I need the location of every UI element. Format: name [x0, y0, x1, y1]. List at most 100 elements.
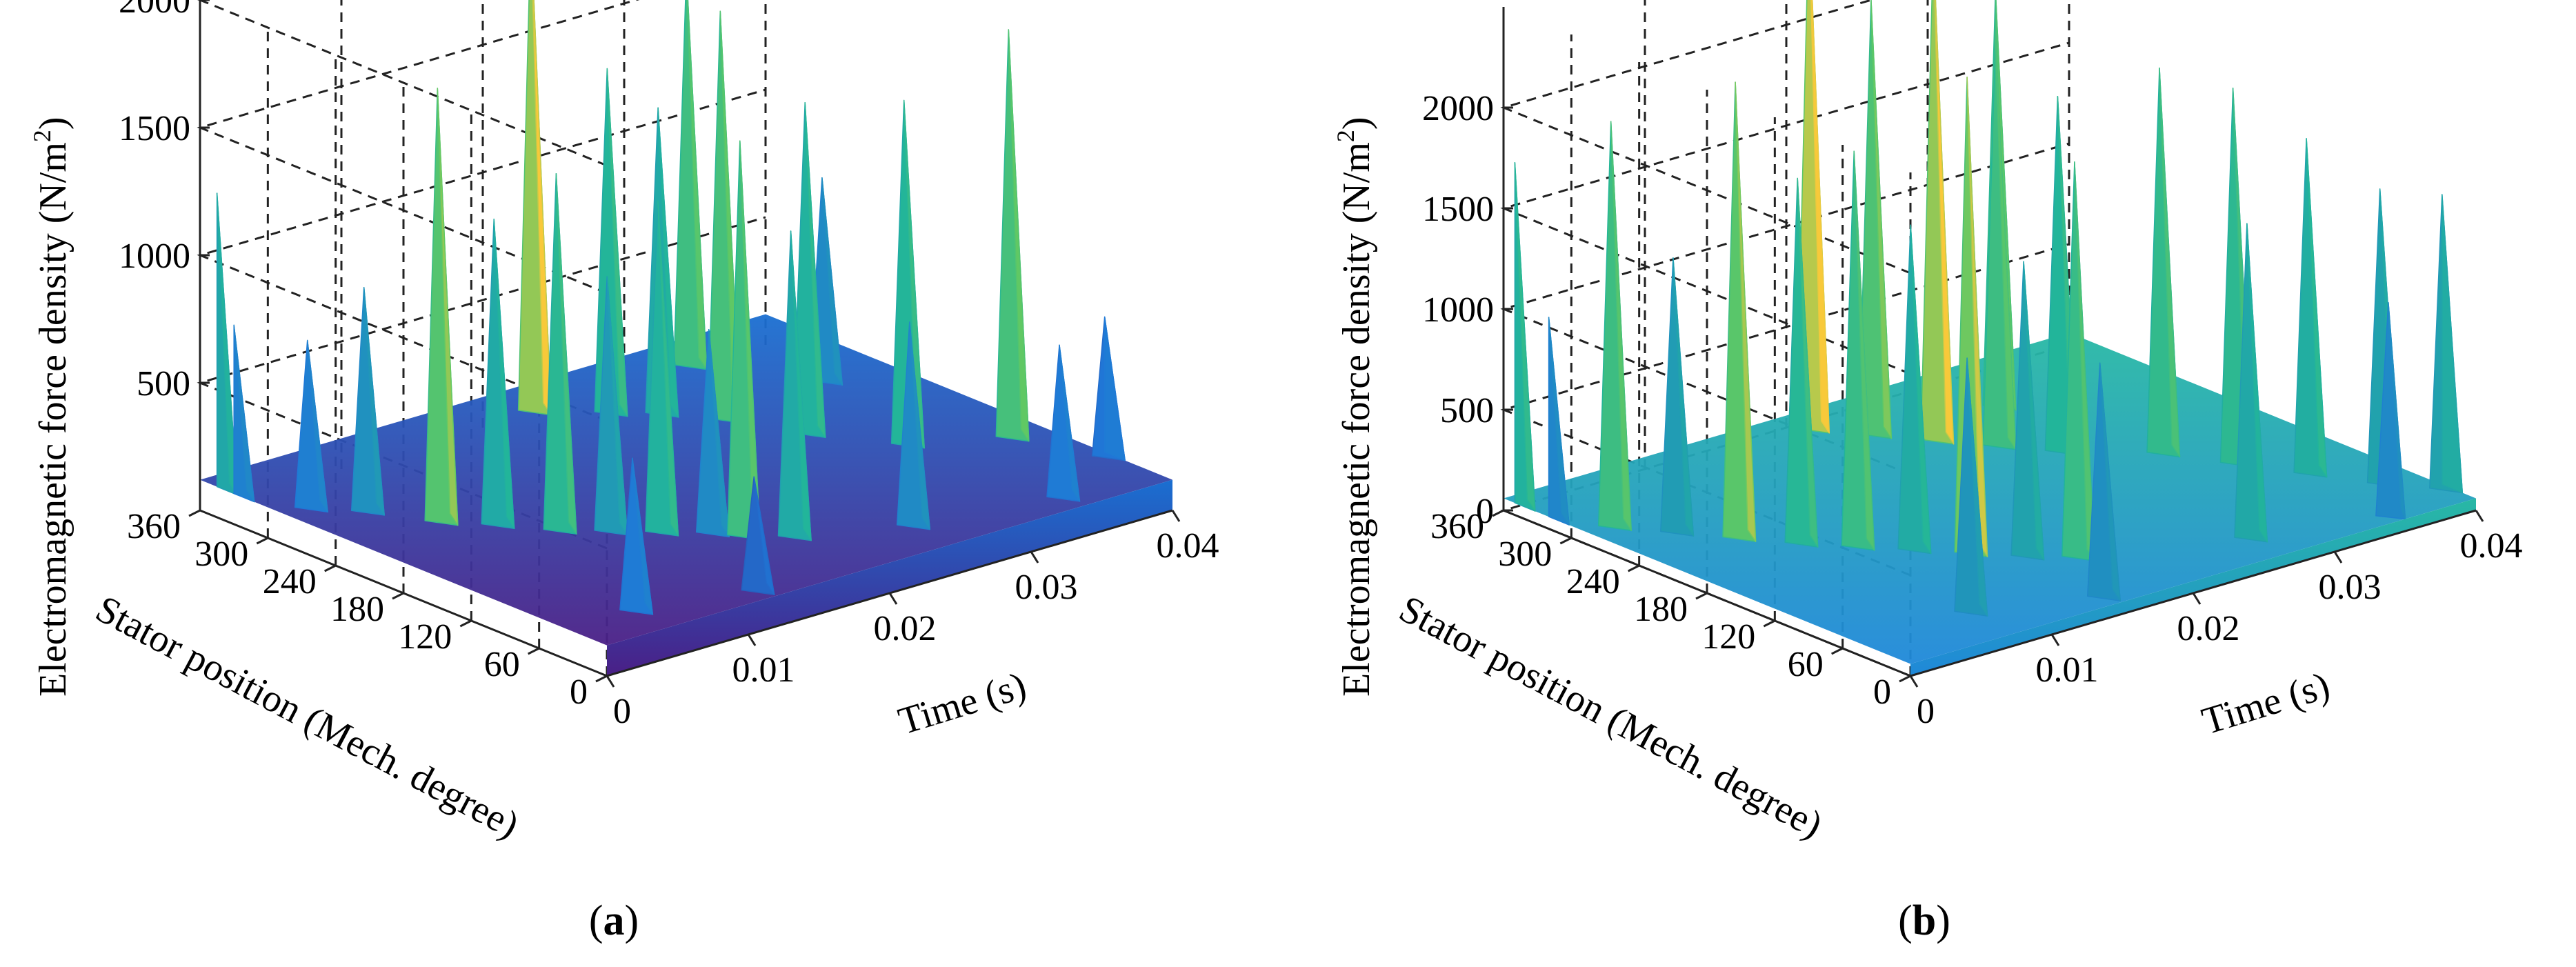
z-tick-label: 2000: [1422, 89, 1494, 128]
caption-b: (b): [1898, 897, 1950, 944]
x-axis-label-a: Time (s): [894, 664, 1031, 744]
y-tick-label: 120: [1701, 617, 1755, 657]
y-tick-mark: [392, 592, 404, 600]
x-tick-mark: [1909, 675, 1919, 688]
z-tick-label: 1500: [1422, 190, 1494, 229]
surface-peak: [1966, 357, 1988, 617]
y-tick-mark: [1830, 647, 1844, 655]
surface-peak: [1934, 0, 1955, 445]
y-ticks-b: 0 60 120 180 240 300 360: [1430, 507, 1891, 712]
surface-peak: [363, 286, 385, 516]
surface-peak: [708, 328, 730, 538]
surface-peak: [1673, 257, 1695, 537]
x-tick-label: 0.04: [2460, 526, 2523, 566]
surface-peak: [216, 192, 238, 496]
surface-peak: [1853, 150, 1875, 551]
y-tick-label: 360: [1430, 507, 1484, 546]
surface-front-band-a: [607, 479, 1172, 676]
y-tick-label: 60: [1788, 645, 1824, 684]
surface-peak: [2099, 362, 2121, 601]
y-tick-mark: [459, 619, 472, 628]
surface-peak: [606, 276, 628, 536]
surface-peak: [532, 0, 552, 416]
x-axis-label-b: Time (s): [2197, 664, 2335, 744]
x-tick-mark: [888, 592, 898, 605]
z-tick-label: 500: [137, 364, 190, 403]
y-tick-label: 120: [398, 617, 452, 657]
z-ticks-b: 0 500 1000 1500 2000: [1422, 89, 1494, 531]
x-tick-label: 0.04: [1157, 526, 1219, 566]
surface-peak: [657, 107, 679, 418]
y-tick-mark: [1695, 592, 1708, 600]
x-ticks-a: 0 0.01 0.02 0.03 0.04: [613, 526, 1219, 731]
z-tick-label: 2000: [119, 0, 190, 21]
surface-peak: [1810, 0, 1830, 434]
y-tick-label: 360: [127, 507, 181, 546]
y-tick-mark: [595, 675, 608, 683]
y-tick-label: 180: [1634, 590, 1688, 629]
z-axis-label-b: Electromagnetic force density (N/m2): [1332, 117, 1378, 697]
z-tick-label: 1000: [1422, 290, 1494, 330]
surface-peak: [555, 172, 577, 535]
y-tick-label: 0: [570, 672, 588, 712]
x-tick-label: 0: [1917, 692, 1935, 731]
surface-peak: [437, 88, 459, 526]
surface-peak: [1966, 77, 1988, 557]
z-ticks-a: 500 1000 1500 2000: [119, 0, 190, 403]
surface-peak: [306, 339, 328, 513]
surface-peak: [753, 476, 775, 596]
y-tick-mark: [1763, 619, 1776, 628]
y-tick-mark: [256, 537, 269, 545]
y-tick-mark: [527, 647, 540, 655]
surface-peaks-b: [1514, 0, 2464, 617]
panel-a: 500 1000 1500 2000 0 60 120 180 240 300 …: [28, 0, 1219, 944]
x-tick-label: 0.02: [2177, 609, 2240, 648]
z-axis-label-a: Electromagnetic force density (N/m2): [28, 117, 74, 697]
surface-peak: [606, 68, 628, 417]
surface-peak: [1910, 224, 1932, 555]
z-tick-label: 1500: [119, 109, 190, 148]
surface-peak: [1514, 161, 1536, 512]
surface-peak: [657, 200, 679, 537]
z-tick-label: 500: [1440, 391, 1494, 430]
axes-a: [188, 0, 1181, 688]
y-tick-label: 300: [194, 535, 248, 574]
y-tick-label: 60: [484, 645, 520, 684]
x-ticks-b: 0 0.01 0.02 0.03 0.04: [1917, 526, 2523, 731]
surface-peak: [2388, 302, 2406, 520]
x-tick-label: 0.02: [874, 609, 937, 648]
surface-peak: [1610, 121, 1632, 531]
x-tick-label: 0.01: [732, 650, 795, 690]
x-tick-mark: [606, 675, 615, 688]
y-tick-label: 240: [263, 562, 317, 601]
x-tick-mark: [2333, 551, 2343, 564]
caption-a: (a): [589, 897, 639, 944]
x-tick-mark: [1171, 510, 1181, 522]
surface-peak: [1995, 39, 2017, 450]
surface-peak: [804, 101, 826, 439]
surface-peak: [686, 0, 708, 370]
z-tick-label: 0: [1476, 492, 1494, 531]
panel-b: 0 500 1000 1500 2000 0 60 120 180 240 30…: [1332, 0, 2523, 944]
y-tick-label: 300: [1498, 535, 1552, 574]
surface-peak: [1870, 0, 1893, 439]
x-tick-mark: [747, 634, 757, 646]
surface-peak: [2306, 138, 2328, 478]
y-tick-label: 240: [1566, 562, 1620, 601]
surface-peak: [1735, 81, 1757, 542]
surface-peak: [1104, 316, 1126, 461]
x-tick-label: 0.01: [2036, 650, 2099, 690]
surface-peaks-a: [216, 0, 1126, 615]
surface-peak: [2442, 194, 2464, 494]
surface-peak: [2159, 67, 2181, 458]
surface-peak: [1008, 29, 1030, 442]
surface-peak: [493, 218, 515, 530]
y-tick-label: 0: [1873, 672, 1891, 712]
x-tick-mark: [1030, 551, 1039, 564]
surface-peak: [1548, 317, 1570, 526]
y-tick-mark: [1492, 509, 1504, 517]
surface-peak: [1797, 177, 1819, 548]
y-ticks-a: 0 60 120 180 240 300 360: [127, 507, 588, 712]
y-axis-label-a: Stator position (Mech. degree): [89, 588, 526, 847]
